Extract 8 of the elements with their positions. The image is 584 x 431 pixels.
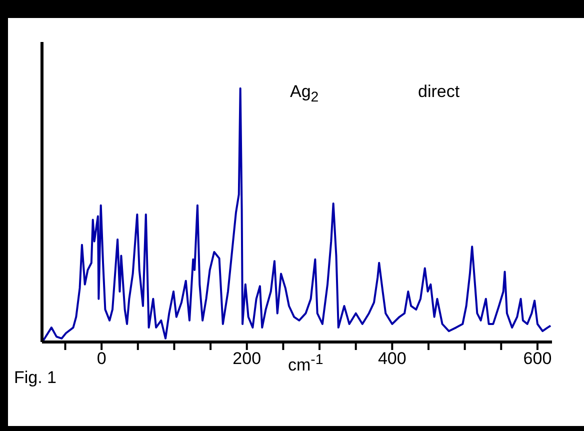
x-tick-label: 600 [523, 349, 552, 368]
x-axis-title: cm$^{-1}$ [288, 352, 324, 376]
annotation: Ag$_{2}$ [290, 82, 319, 106]
annotation: direct [418, 82, 460, 102]
x-tick-label: 400 [378, 349, 406, 368]
x-tick-label: 0 [96, 349, 106, 368]
x-tick-label: 200 [232, 349, 262, 368]
caption: Fig. 1 [14, 368, 57, 388]
